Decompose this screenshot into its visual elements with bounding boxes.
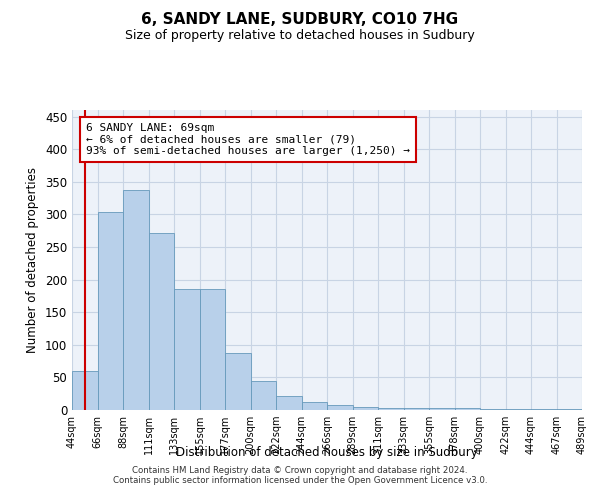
Bar — [123, 190, 149, 410]
Text: 6, SANDY LANE, SUDBURY, CO10 7HG: 6, SANDY LANE, SUDBURY, CO10 7HG — [142, 12, 458, 28]
Bar — [327, 405, 353, 410]
Bar — [480, 408, 505, 410]
Text: Contains HM Land Registry data © Crown copyright and database right 2024.
Contai: Contains HM Land Registry data © Crown c… — [113, 466, 487, 485]
Bar — [225, 352, 251, 410]
Text: 6 SANDY LANE: 69sqm
← 6% of detached houses are smaller (79)
93% of semi-detache: 6 SANDY LANE: 69sqm ← 6% of detached hou… — [86, 123, 410, 156]
Bar — [455, 408, 480, 410]
Bar — [557, 408, 582, 410]
Bar — [72, 371, 97, 410]
Bar — [378, 408, 404, 410]
Bar — [276, 396, 302, 410]
Bar — [429, 408, 455, 410]
Bar — [404, 408, 429, 410]
Bar — [149, 232, 174, 410]
Bar — [199, 290, 225, 410]
Text: Size of property relative to detached houses in Sudbury: Size of property relative to detached ho… — [125, 29, 475, 42]
Bar — [251, 380, 276, 410]
Bar — [353, 406, 378, 410]
Bar — [302, 402, 327, 410]
Bar — [174, 290, 199, 410]
Y-axis label: Number of detached properties: Number of detached properties — [26, 167, 40, 353]
Bar — [505, 408, 531, 410]
Text: Distribution of detached houses by size in Sudbury: Distribution of detached houses by size … — [176, 446, 478, 459]
Bar — [97, 212, 123, 410]
